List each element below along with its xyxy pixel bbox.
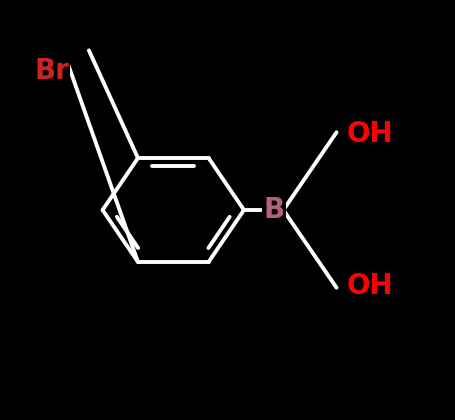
Text: OH: OH — [346, 121, 392, 148]
Text: OH: OH — [346, 272, 392, 299]
Text: B: B — [263, 196, 283, 224]
Text: Br: Br — [34, 58, 69, 85]
